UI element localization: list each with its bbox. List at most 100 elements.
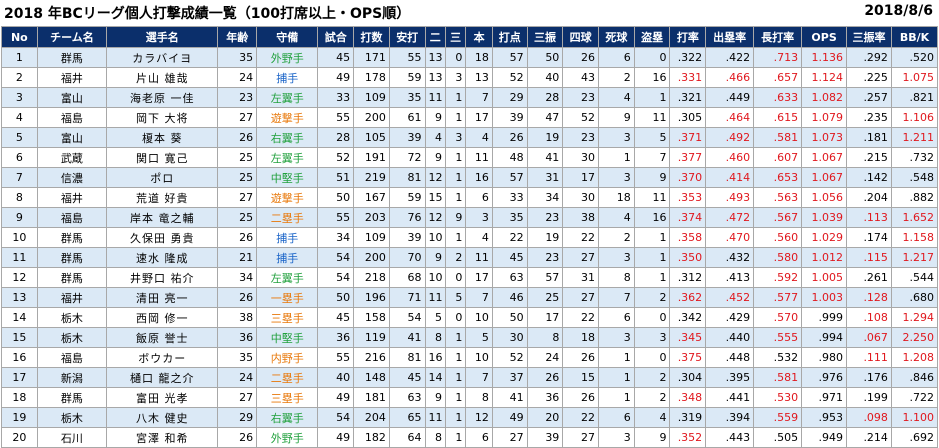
table-row: 8 福井 荒道 好貴 27 遊撃手 50 167 59 15 1 6 33 34 30 18 11.353.4… <box>1 187 939 208</box>
cell-team: 福島 <box>36 207 108 228</box>
cell-strikeout-rate: .142 <box>846 167 892 188</box>
table-row: 9 福島 岸本 竜之輔 25 二塁手 55 203 76 12 9 3 35 23 38 4 16.374.4… <box>1 207 939 228</box>
cell-strikeout-rate: .115 <box>846 247 892 268</box>
cell-games: 36 <box>317 327 355 348</box>
cell-strikeouts: 41 <box>526 147 564 168</box>
cell-stolen-bases: 0 <box>633 47 671 68</box>
cell-ops: 1.056 <box>801 187 848 208</box>
cell-age: 25 <box>217 207 258 228</box>
cell-ops: .999 <box>801 307 848 328</box>
column-header: 三 <box>444 26 467 48</box>
cell-batting-average: .322 <box>669 47 707 68</box>
cell-home-runs: 6 <box>465 427 493 448</box>
cell-games: 55 <box>317 207 355 228</box>
cell-batting-average: .304 <box>669 367 707 388</box>
column-header: BB/K <box>890 26 939 48</box>
cell-doubles: 9 <box>424 107 446 128</box>
cell-at-bats: 218 <box>353 267 390 288</box>
table-row: 18 群馬 富田 光孝 27 三塁手 49 181 63 9 1 8 41 36 26 1 2.348.441… <box>1 387 939 408</box>
cell-strikeout-rate: .067 <box>846 327 892 348</box>
cell-triples: 3 <box>444 67 467 88</box>
cell-triples: 1 <box>444 87 467 108</box>
cell-doubles: 11 <box>424 407 446 428</box>
cell-slugging-pct: .577 <box>753 287 803 308</box>
cell-bb-k-ratio: 1.100 <box>890 407 939 428</box>
cell-games: 34 <box>317 227 355 248</box>
cell-hits: 61 <box>388 107 426 128</box>
cell-stolen-bases: 3 <box>633 327 671 348</box>
cell-age: 35 <box>217 47 258 68</box>
cell-walks: 30 <box>562 147 600 168</box>
cell-at-bats: 171 <box>353 47 390 68</box>
cell-walks: 26 <box>562 347 600 368</box>
cell-hit-by-pitch: 1 <box>598 387 635 408</box>
cell-stolen-bases: 2 <box>633 387 671 408</box>
cell-games: 33 <box>317 87 355 108</box>
cell-hits: 39 <box>388 127 426 148</box>
cell-home-runs: 8 <box>465 387 493 408</box>
cell-rbi: 26 <box>491 127 528 148</box>
cell-doubles: 9 <box>424 247 446 268</box>
cell-position: 捕手 <box>256 227 319 248</box>
cell-home-runs: 5 <box>465 327 493 348</box>
table-row: 7 信濃 ポロ 25 中堅手 51 219 81 12 1 16 57 31 17 3 9.370.414.6… <box>1 167 939 188</box>
cell-doubles: 15 <box>424 187 446 208</box>
column-header: 選手名 <box>106 26 219 48</box>
cell-team: 群馬 <box>36 227 108 248</box>
cell-rbi: 33 <box>491 187 528 208</box>
cell-triples: 1 <box>444 387 467 408</box>
cell-walks: 27 <box>562 287 600 308</box>
cell-doubles: 10 <box>424 267 446 288</box>
cell-on-base-pct: .460 <box>705 147 755 168</box>
cell-position: 遊撃手 <box>256 187 319 208</box>
column-header: 打数 <box>353 26 390 48</box>
cell-ops: .949 <box>801 427 848 448</box>
cell-walks: 22 <box>562 307 600 328</box>
cell-team: 福井 <box>36 67 108 88</box>
cell-strikeouts: 28 <box>526 87 564 108</box>
cell-slugging-pct: .633 <box>753 87 803 108</box>
cell-home-runs: 16 <box>465 167 493 188</box>
cell-team: 栃木 <box>36 407 108 428</box>
cell-bb-k-ratio: .520 <box>890 47 939 68</box>
cell-at-bats: 203 <box>353 207 390 228</box>
cell-batting-average: .353 <box>669 187 707 208</box>
cell-team: 群馬 <box>36 47 108 68</box>
cell-doubles: 4 <box>424 127 446 148</box>
cell-strikeout-rate: .257 <box>846 87 892 108</box>
cell-player-name: カラバイヨ <box>106 47 219 68</box>
cell-position: 三塁手 <box>256 387 319 408</box>
cell-slugging-pct: .657 <box>753 67 803 88</box>
cell-on-base-pct: .493 <box>705 187 755 208</box>
table-row: 20 石川 宮澤 和希 26 外野手 49 182 64 8 1 6 27 39 27 3 9.352.443… <box>1 427 939 448</box>
cell-rbi: 49 <box>491 407 528 428</box>
cell-walks: 38 <box>562 207 600 228</box>
cell-team: 栃木 <box>36 307 108 328</box>
cell-triples: 1 <box>444 407 467 428</box>
cell-strikeout-rate: .292 <box>846 47 892 68</box>
cell-walks: 52 <box>562 107 600 128</box>
cell-games: 50 <box>317 187 355 208</box>
cell-team: 富山 <box>36 87 108 108</box>
cell-home-runs: 7 <box>465 287 493 308</box>
cell-ops: 1.039 <box>801 207 848 228</box>
cell-rank: 9 <box>1 207 38 228</box>
cell-rbi: 35 <box>491 207 528 228</box>
cell-batting-average: .370 <box>669 167 707 188</box>
column-header: 盗塁 <box>633 26 671 48</box>
cell-rbi: 57 <box>491 167 528 188</box>
cell-bb-k-ratio: .692 <box>890 427 939 448</box>
cell-age: 35 <box>217 347 258 368</box>
cell-walks: 30 <box>562 187 600 208</box>
cell-batting-average: .345 <box>669 327 707 348</box>
cell-games: 45 <box>317 307 355 328</box>
cell-slugging-pct: .713 <box>753 47 803 68</box>
cell-at-bats: 109 <box>353 87 390 108</box>
cell-rbi: 45 <box>491 247 528 268</box>
cell-hits: 76 <box>388 207 426 228</box>
table-row: 11 群馬 速水 隆成 21 捕手 54 200 70 9 2 11 45 23 27 3 1.350.432… <box>1 247 939 268</box>
cell-stolen-bases: 9 <box>633 167 671 188</box>
cell-home-runs: 6 <box>465 187 493 208</box>
cell-doubles: 13 <box>424 47 446 68</box>
cell-rank: 15 <box>1 327 38 348</box>
